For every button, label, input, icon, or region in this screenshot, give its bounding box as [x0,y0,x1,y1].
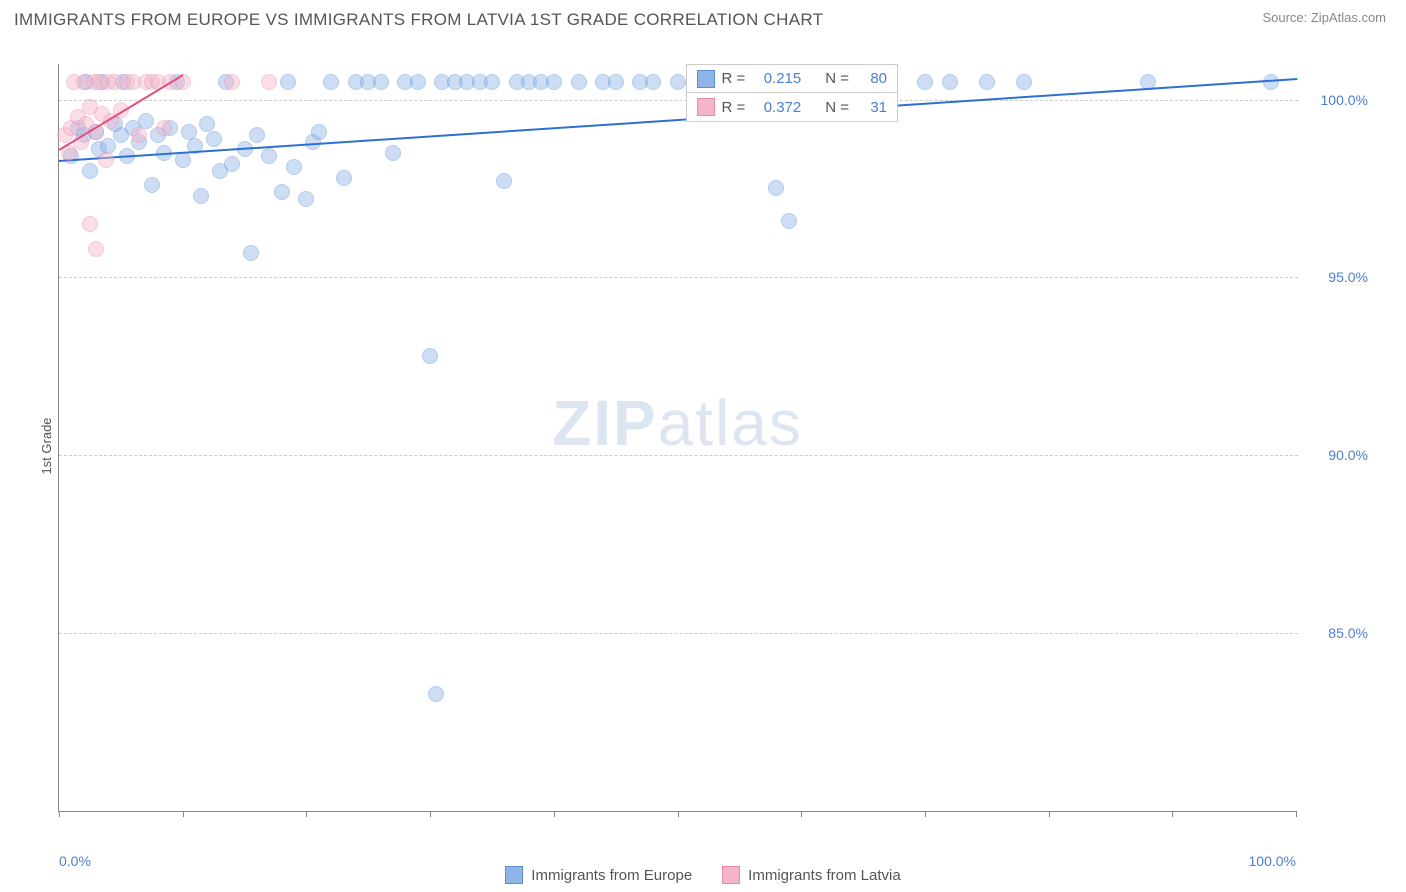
legend-item: Immigrants from Europe [505,866,692,884]
scatter-point [261,148,277,164]
scatter-point [645,74,661,90]
scatter-point [311,124,327,140]
scatter-point [193,188,209,204]
scatter-point [385,145,401,161]
n-value: 80 [855,70,887,87]
scatter-point [206,131,222,147]
y-tick-label: 100.0% [1321,92,1368,108]
scatter-point [286,159,302,175]
scatter-point [82,163,98,179]
scatter-point [280,74,296,90]
scatter-point [144,177,160,193]
scatter-point [249,127,265,143]
scatter-point [373,74,389,90]
scatter-point [88,241,104,257]
legend-label: Immigrants from Europe [531,867,692,884]
scatter-point [336,170,352,186]
y-axis-label: 1st Grade [39,417,54,474]
scatter-point [274,184,290,200]
scatter-point [82,216,98,232]
x-tick [1172,811,1173,817]
scatter-point [422,348,438,364]
legend-label: Immigrants from Latvia [748,867,901,884]
r-value: 0.372 [751,99,801,116]
n-value: 31 [855,99,887,116]
scatter-point [979,74,995,90]
scatter-point [410,74,426,90]
plot-area: ZIPatlas 85.0%90.0%95.0%100.0%0.0%100.0% [58,64,1296,812]
gridline [59,455,1298,456]
x-tick [554,811,555,817]
n-label: N = [825,70,849,87]
r-label: R = [721,99,745,116]
scatter-point [224,156,240,172]
stats-legend-row: R = 0.372 N = 31 [687,93,897,121]
x-tick [183,811,184,817]
legend-swatch [697,98,715,116]
scatter-point [768,180,784,196]
x-tick [1296,811,1297,817]
gridline [59,633,1298,634]
scatter-point [670,74,686,90]
scatter-point [942,74,958,90]
scatter-point [484,74,500,90]
bottom-legend: Immigrants from Europe Immigrants from La… [0,866,1406,884]
x-tick [925,811,926,817]
scatter-point [496,173,512,189]
x-tick [306,811,307,817]
n-label: N = [825,99,849,116]
x-tick [1049,811,1050,817]
scatter-point [175,152,191,168]
scatter-point [917,74,933,90]
x-tick [801,811,802,817]
chart-container: 1st Grade ZIPatlas 85.0%90.0%95.0%100.0%… [14,40,1386,852]
scatter-point [298,191,314,207]
y-tick-label: 85.0% [1328,625,1368,641]
chart-title: IMMIGRANTS FROM EUROPE VS IMMIGRANTS FRO… [14,10,823,30]
scatter-point [571,74,587,90]
scatter-point [98,152,114,168]
legend-swatch [697,70,715,88]
scatter-point [608,74,624,90]
scatter-point [1016,74,1032,90]
x-tick [678,811,679,817]
scatter-point [428,686,444,702]
scatter-point [323,74,339,90]
y-tick-label: 95.0% [1328,269,1368,285]
gridline [59,100,1298,101]
watermark-zip: ZIP [552,387,658,459]
scatter-point [781,213,797,229]
y-tick-label: 90.0% [1328,447,1368,463]
r-label: R = [721,70,745,87]
stats-legend-row: R = 0.215 N = 80 [687,65,897,93]
scatter-point [261,74,277,90]
trend-line [59,78,1297,162]
watermark-atlas: atlas [658,387,803,459]
r-value: 0.215 [751,70,801,87]
scatter-point [546,74,562,90]
legend-item: Immigrants from Latvia [722,866,901,884]
legend-swatch [722,866,740,884]
x-tick [430,811,431,817]
legend-swatch [505,866,523,884]
stats-legend: R = 0.215 N = 80 R = 0.372 N = 31 [686,64,898,122]
source-attribution: Source: ZipAtlas.com [1262,10,1386,25]
gridline [59,277,1298,278]
watermark: ZIPatlas [552,386,803,460]
scatter-point [243,245,259,261]
x-tick [59,811,60,817]
scatter-point [224,74,240,90]
